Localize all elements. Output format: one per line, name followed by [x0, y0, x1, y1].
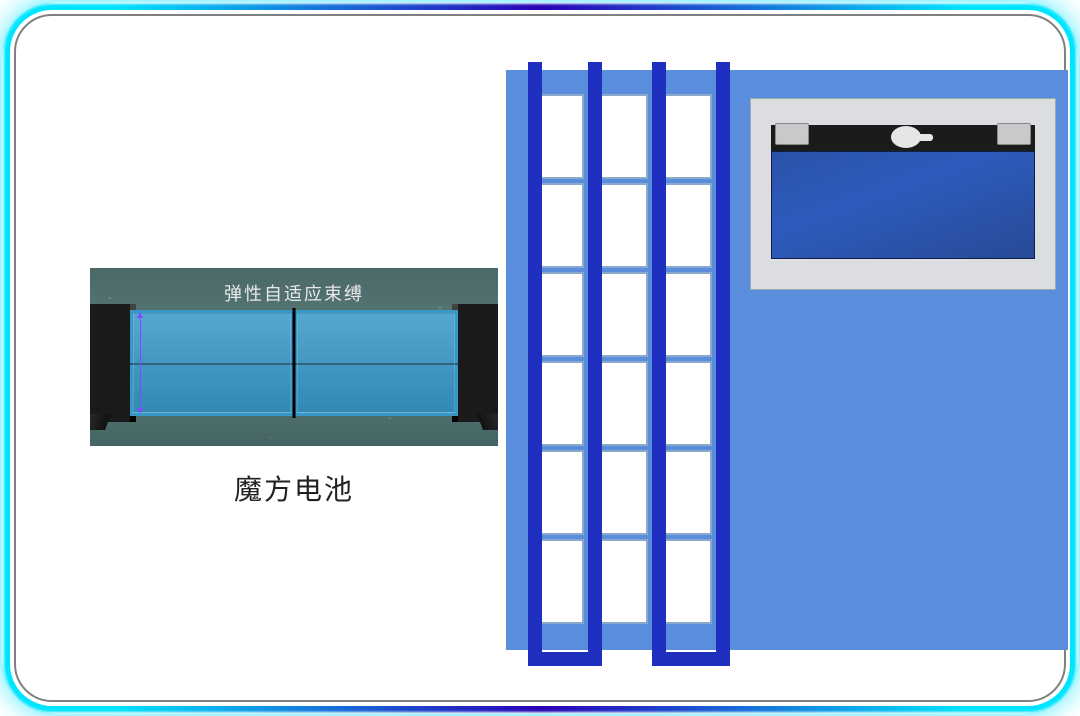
module-endcap-left	[90, 304, 134, 422]
tie-bar-vertical	[528, 62, 542, 666]
module-center-divider	[293, 308, 296, 418]
cell	[536, 183, 584, 268]
cell	[664, 450, 712, 535]
cell	[536, 361, 584, 446]
cell-terminal-right	[997, 123, 1031, 145]
cell-case	[771, 151, 1035, 259]
cell-photo-body	[771, 125, 1035, 259]
cell-photo-inset	[750, 98, 1056, 290]
cell-top-cap	[771, 125, 1035, 151]
cell-column-2	[600, 94, 648, 624]
tie-bar-foot	[528, 652, 602, 666]
cell	[600, 94, 648, 179]
cell	[600, 539, 648, 624]
cell-column-1	[536, 94, 584, 624]
tie-bar-vertical	[716, 62, 730, 666]
module-arrow-indicator	[140, 316, 141, 410]
cell	[536, 94, 584, 179]
cell	[664, 183, 712, 268]
cell	[536, 539, 584, 624]
module-annotation-label: 弹性自适应束缚	[224, 280, 364, 306]
cell-vent-icon	[891, 126, 921, 148]
tie-bar-foot	[652, 652, 730, 666]
module-body	[130, 310, 458, 416]
cell	[664, 94, 712, 179]
main-frame: 弹性自适应束缚 魔方电池	[14, 14, 1066, 702]
pack-schematic	[506, 70, 1068, 650]
module-cell-left	[130, 310, 294, 416]
module-endcap-right	[454, 304, 498, 422]
tie-bar-vertical	[588, 62, 602, 666]
module-render-image: 弹性自适应束缚	[90, 268, 498, 446]
cell	[600, 272, 648, 357]
cell	[664, 361, 712, 446]
cell	[664, 272, 712, 357]
cell	[600, 361, 648, 446]
cell	[536, 272, 584, 357]
tie-bar-vertical	[652, 62, 666, 666]
module-caption: 魔方电池	[90, 468, 498, 508]
cell	[600, 450, 648, 535]
cell-column-3	[664, 94, 712, 624]
cell	[664, 539, 712, 624]
cell	[536, 450, 584, 535]
module-cell-right	[294, 310, 458, 416]
cell-terminal-left	[775, 123, 809, 145]
cell	[600, 183, 648, 268]
